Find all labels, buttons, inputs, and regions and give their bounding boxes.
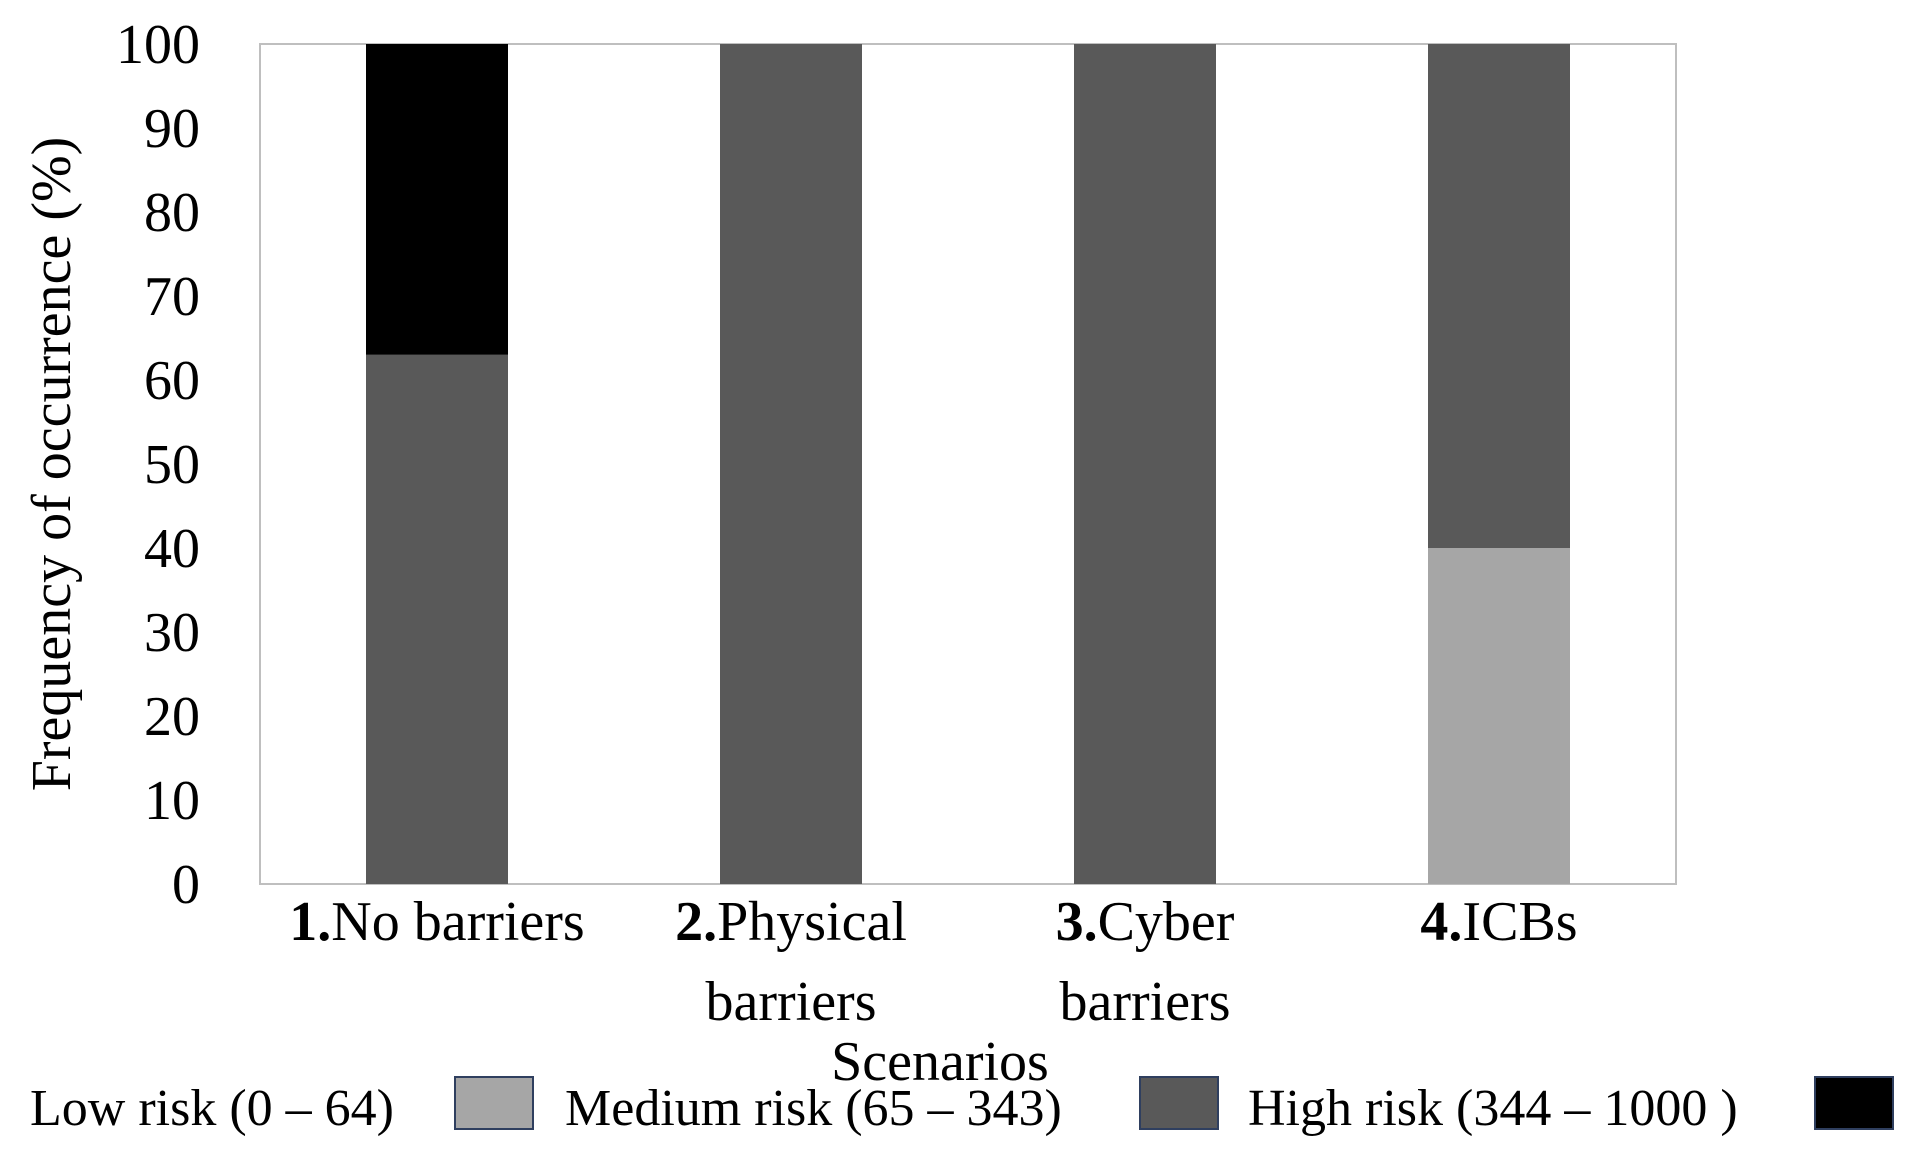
x-category-label: 2.Physical [675, 891, 907, 953]
y-tick-label: 70 [144, 266, 200, 328]
x-axis-title: Scenarios [831, 1031, 1049, 1093]
y-tick-label: 50 [144, 434, 200, 496]
y-tick-label: 60 [144, 350, 200, 412]
x-category-text: Physical [717, 891, 907, 953]
x-category-number: 4. [1420, 891, 1462, 953]
legend-swatch [454, 1076, 534, 1130]
y-tick-label: 30 [144, 602, 200, 664]
bar-segment-series-1-category-0 [366, 354, 508, 884]
bar-segment-series-1-category-2 [1074, 44, 1216, 884]
x-category-label: 4.ICBs [1420, 891, 1577, 953]
bar-segment-series-1-category-1 [720, 44, 862, 884]
x-category-label-line2: barriers [1059, 971, 1230, 1033]
legend-swatch [1139, 1076, 1219, 1130]
legend-swatch [1814, 1076, 1894, 1130]
x-axis-categories: 1.No barriers 2.Physical barriers 3.Cyber ba… [289, 891, 1577, 1033]
y-tick-label: 40 [144, 518, 200, 580]
legend-label: Medium risk (65 – 343) [565, 1080, 1062, 1137]
legend: Low risk (0 – 64) Medium risk (65 – 343) H… [30, 1076, 1894, 1137]
y-tick-label: 80 [144, 182, 200, 244]
bar-segment-series-2-category-0 [366, 44, 508, 355]
y-tick-label: 10 [144, 770, 200, 832]
y-axis-ticks: 0 10 20 30 40 50 60 70 80 90 100 [116, 14, 200, 916]
x-category-number: 1. [289, 891, 331, 953]
x-category-text: No barriers [331, 891, 584, 953]
x-category-label: 1.No barriers [289, 891, 584, 953]
y-tick-label: 0 [172, 854, 200, 916]
x-category-text: ICBs [1462, 891, 1577, 953]
x-category-label: 3.Cyber [1056, 891, 1235, 953]
legend-label: Low risk (0 – 64) [30, 1080, 394, 1137]
y-tick-label: 90 [144, 98, 200, 160]
x-category-number: 2. [675, 891, 717, 953]
legend-label: High risk (344 – 1000 ) [1248, 1080, 1738, 1137]
y-axis-title: Frequency of occurrence (%) [21, 137, 83, 792]
bar-segment-series-0-category-3 [1428, 548, 1570, 884]
y-tick-label: 100 [116, 14, 200, 76]
x-category-label-line2: barriers [705, 971, 876, 1033]
x-category-number: 3. [1056, 891, 1098, 953]
y-tick-label: 20 [144, 686, 200, 748]
bars [366, 44, 1570, 884]
x-category-text: Cyber [1098, 891, 1235, 953]
bar-segment-series-1-category-3 [1428, 44, 1570, 548]
